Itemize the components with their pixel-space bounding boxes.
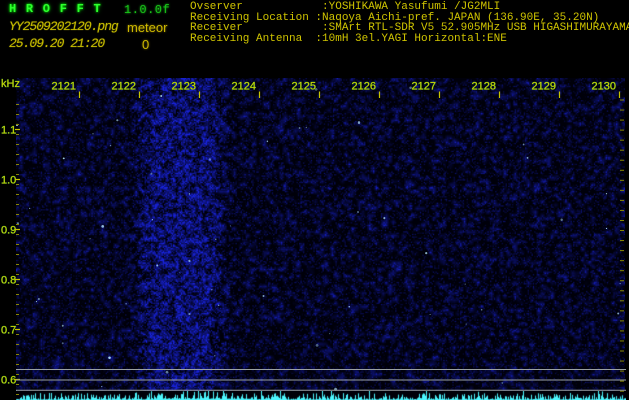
svg-text:2130: 2130 — [592, 81, 616, 93]
svg-text:1.0: 1.0 — [1, 175, 16, 187]
svg-text:2128: 2128 — [472, 81, 496, 93]
svg-text:0.8: 0.8 — [1, 275, 16, 287]
svg-text:2125: 2125 — [292, 81, 316, 93]
svg-text:1.1: 1.1 — [1, 125, 16, 137]
svg-text:2127: 2127 — [412, 81, 436, 93]
svg-text:0.9: 0.9 — [1, 225, 16, 237]
svg-text:2121: 2121 — [52, 81, 76, 93]
svg-text:2122: 2122 — [112, 81, 136, 93]
svg-text:0.7: 0.7 — [1, 325, 16, 337]
svg-text:2129: 2129 — [532, 81, 556, 93]
svg-text:2124: 2124 — [232, 81, 256, 93]
svg-text:0.6: 0.6 — [1, 375, 16, 387]
svg-text:2126: 2126 — [352, 81, 376, 93]
svg-text:2123: 2123 — [172, 81, 196, 93]
svg-text:kHz: kHz — [1, 78, 20, 90]
